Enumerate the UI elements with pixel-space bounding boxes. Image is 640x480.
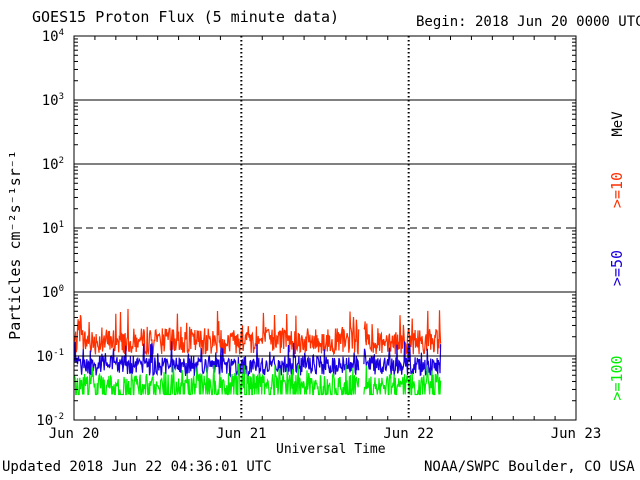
grid-lines <box>74 36 576 420</box>
credit-label: NOAA/SWPC Boulder, CO USA <box>424 459 635 475</box>
y-axis-label: Particles cm⁻²s⁻¹sr⁻¹ <box>6 150 24 340</box>
y-tick-label: 10-1 <box>36 348 64 365</box>
legend-unit-label: MeV <box>610 111 626 137</box>
y-tick-label: 104 <box>42 28 64 45</box>
chart-title: GOES15 Proton Flux (5 minute data) <box>32 8 340 26</box>
series-trace-1 <box>73 308 442 356</box>
begin-timestamp: Begin: 2018 Jun 20 0000 UTC <box>416 14 640 30</box>
series-trace-2 <box>73 341 442 378</box>
series-trace-3 <box>73 362 442 396</box>
plot-border <box>73 35 577 421</box>
x-tick-labels: Jun 20 Jun 21 Jun 22 Jun 23 <box>49 426 602 442</box>
y-tick-label: 101 <box>42 220 64 237</box>
y-tick-label: 103 <box>42 92 64 109</box>
x-tick-label: Jun 21 <box>216 426 267 442</box>
updated-timestamp: Updated 2018 Jun 22 04:36:01 UTC <box>2 459 272 475</box>
y-tick-labels: 10-2 10-1 100 101 102 103 104 <box>36 28 64 429</box>
x-axis-label: Universal Time <box>276 442 386 457</box>
legend: >=10 >=50 >=100 MeV <box>608 111 626 401</box>
legend-entry-3: >=100 <box>608 355 626 400</box>
y-tick-label: 100 <box>42 284 64 301</box>
x-tick-label: Jun 22 <box>383 426 434 442</box>
plot-frame <box>73 35 577 421</box>
x-tick-label: Jun 23 <box>551 426 602 442</box>
legend-entry-2: >=50 <box>608 250 626 286</box>
y-tick-label: 10-2 <box>36 412 64 429</box>
x-tick-label: Jun 20 <box>49 426 100 442</box>
series-traces <box>73 308 442 396</box>
legend-entry-1: >=10 <box>608 172 626 208</box>
y-tick-label: 102 <box>42 156 64 173</box>
